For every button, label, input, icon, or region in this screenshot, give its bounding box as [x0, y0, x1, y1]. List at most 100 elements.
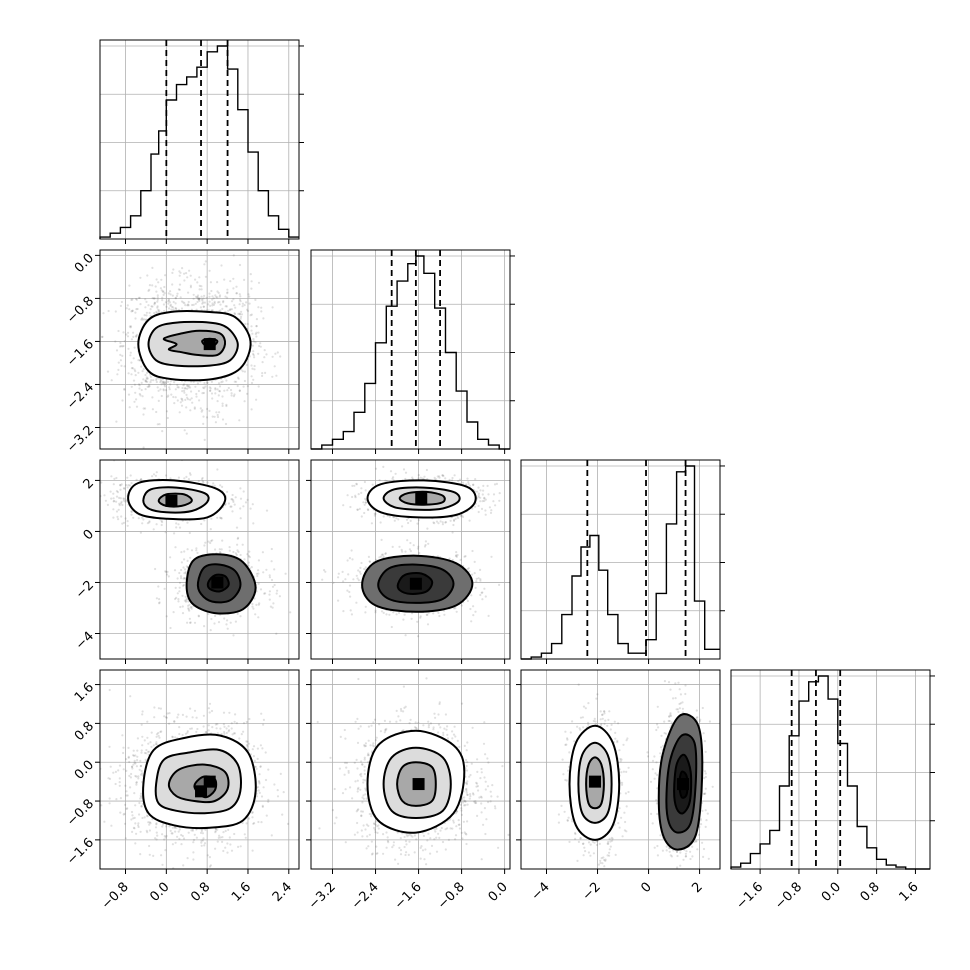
contour-line — [206, 573, 230, 593]
contour-line — [127, 479, 227, 521]
contour-line — [396, 761, 437, 807]
contour-line — [398, 490, 446, 506]
histogram-step — [521, 465, 720, 660]
density-peak — [415, 492, 428, 505]
contour-line — [382, 486, 461, 511]
contour-line — [665, 733, 698, 834]
density-peak — [165, 494, 178, 507]
density-peak — [211, 576, 224, 589]
joint-plot-area — [321, 465, 501, 638]
x-tick-label: 0.8 — [858, 880, 883, 905]
contour-line — [377, 563, 455, 604]
x-tick-label: 1.6 — [229, 880, 254, 905]
density-peak — [412, 778, 425, 791]
joint-panel-0-2: −4 −2 0 2 — [73, 459, 300, 664]
panel-frame — [730, 669, 931, 870]
contour-line — [162, 329, 227, 357]
histogram-panel-0 — [99, 39, 304, 244]
x-tick-label: −3.2 — [306, 880, 339, 913]
panel-frame — [520, 459, 721, 660]
histogram-step — [99, 45, 299, 239]
x-tick-label: −1.6 — [733, 880, 766, 913]
x-tick-label: 2.4 — [270, 880, 295, 905]
x-tick-label: 1.6 — [896, 880, 921, 905]
x-tick-label: −0.8 — [435, 880, 468, 913]
contour-line — [361, 554, 474, 613]
y-tick-label: 0 — [81, 527, 97, 543]
contour-line — [196, 563, 242, 604]
joint-panel-2-3: −4 −2 0 2 — [516, 669, 721, 904]
contour-line — [382, 746, 452, 820]
panel-frame — [99, 39, 300, 240]
panel-frame — [99, 459, 300, 660]
panel-frame — [310, 669, 511, 870]
panel-frame — [310, 249, 511, 450]
joint-plot-area — [316, 677, 510, 866]
histogram-panel-3: −1.6 −0.8 0.0 0.8 1.6 — [730, 669, 935, 913]
y-tick-label: 0.0 — [72, 758, 97, 783]
y-tick-label: 0.8 — [72, 719, 97, 744]
y-tick-label: −3.2 — [64, 423, 97, 456]
joint-plot-area — [100, 460, 292, 637]
panel-frame — [520, 669, 721, 870]
x-tick-label: 2 — [689, 880, 705, 896]
y-tick-label: 1.6 — [72, 680, 97, 705]
histogram-panel-2 — [520, 459, 725, 664]
histogram-step — [730, 675, 930, 870]
histogram-panel-1 — [310, 249, 515, 454]
x-tick-label: 0.8 — [188, 880, 213, 905]
x-tick-label: −4 — [529, 880, 553, 904]
contour-line — [147, 320, 239, 368]
panel-frame — [99, 669, 300, 870]
joint-plot-area — [101, 254, 282, 449]
y-tick-label: −2.4 — [64, 380, 97, 413]
contour-line — [157, 492, 193, 508]
joint-plot-area — [100, 688, 290, 869]
density-peak — [588, 775, 601, 788]
contour-line — [577, 741, 613, 824]
x-tick-label: −0.8 — [99, 880, 132, 913]
density-peak — [409, 577, 422, 590]
x-tick-label: −1.6 — [392, 880, 425, 913]
contour-line — [154, 748, 242, 815]
contour-line — [585, 756, 605, 810]
contour-line — [201, 337, 219, 349]
x-tick-label: −2.4 — [349, 880, 382, 913]
contour-line — [366, 729, 466, 834]
joint-panel-1-2 — [306, 459, 511, 664]
joint-panel-1-3: −3.2 −2.4 −1.6 −0.8 0.0 — [306, 669, 511, 913]
x-tick-label: 0.0 — [147, 880, 172, 905]
density-peak — [195, 785, 208, 798]
y-tick-label: 2 — [81, 476, 97, 492]
contour-line — [167, 763, 230, 804]
panel-frame — [99, 249, 300, 450]
y-tick-label: −0.8 — [64, 796, 97, 829]
contour-line — [568, 724, 621, 841]
y-tick-label: −1.6 — [64, 835, 97, 868]
joint-panel-0-1: −3.2 −2.4 −1.6 −0.8 0.0 — [64, 249, 300, 456]
joint-plot-area — [557, 680, 714, 869]
panel-frame — [310, 459, 511, 660]
contour-line — [185, 553, 257, 615]
x-tick-label: 0.0 — [486, 880, 511, 905]
y-tick-label: −2 — [73, 578, 97, 602]
y-tick-label: 0.0 — [72, 251, 97, 276]
contour-line — [366, 479, 477, 519]
y-tick-label: −0.8 — [64, 294, 97, 327]
y-tick-label: −4 — [73, 629, 97, 653]
contour-line — [657, 713, 704, 851]
contour-line — [678, 770, 689, 799]
contour-line — [673, 753, 693, 815]
contour-line — [396, 572, 434, 595]
joint-panel-0-3: −0.8 0.0 0.8 1.6 2.4−1.6−0.80.00.81.6 — [64, 669, 300, 913]
x-tick-label: −0.8 — [772, 880, 805, 913]
histogram-step — [311, 255, 510, 450]
contour-line — [142, 733, 257, 830]
x-tick-label: 0.0 — [819, 880, 844, 905]
contour-line — [137, 310, 252, 382]
contour-line — [142, 486, 210, 514]
y-tick-label: −1.6 — [64, 337, 97, 370]
x-tick-label: 0 — [638, 880, 654, 896]
x-tick-label: −2 — [580, 880, 604, 904]
